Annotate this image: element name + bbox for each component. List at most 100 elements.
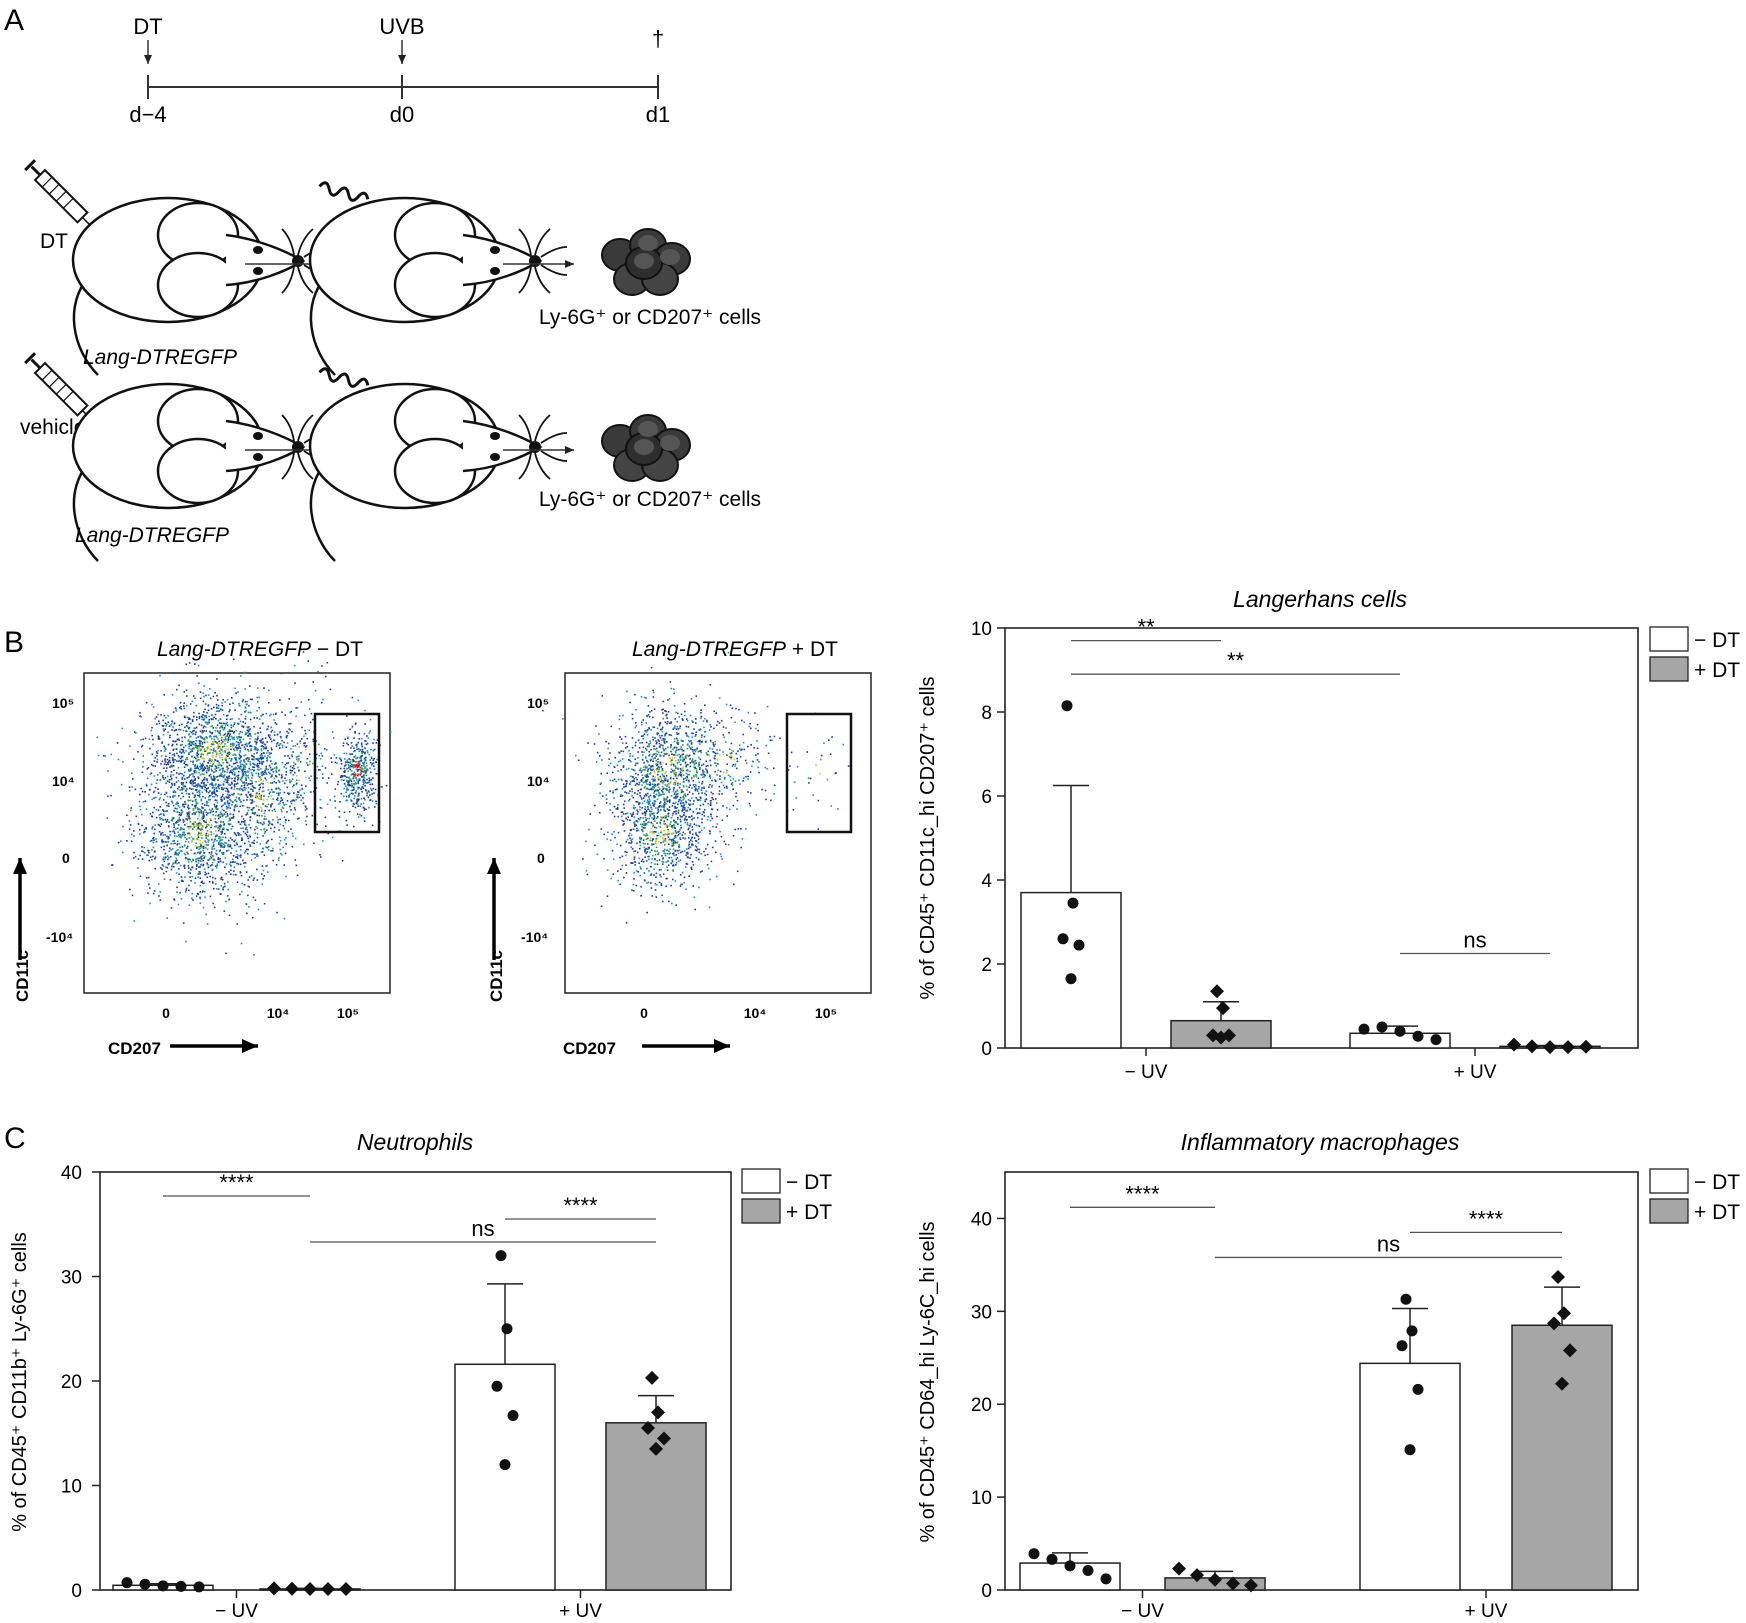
flow-dot [205,873,208,875]
flow-dot [210,857,213,859]
flow-dot [711,817,714,820]
flow-dot [226,850,228,852]
flow-dot [256,762,259,765]
flow-dot [336,762,338,764]
flow-dot [236,856,238,858]
flow-dot [360,771,362,774]
y-tick: 10⁵ [52,695,74,711]
flow-dot [670,816,673,819]
flow-dot [653,783,656,786]
flow-dot [319,798,322,801]
flow-dot [217,744,219,746]
flow-dot [170,907,173,909]
flow-dot [223,774,226,776]
flow-dot [229,708,231,711]
flow-dot [162,725,165,727]
flow-dot [672,840,675,843]
flow-dot [216,736,218,739]
flow-dot [175,740,177,742]
flow-dot [663,815,666,817]
flow-dot [305,823,308,826]
flow-dot [628,842,630,844]
flow-dot [227,739,230,741]
flow-dot [609,839,612,841]
flow-dot [205,913,207,916]
flow-dot [264,815,266,818]
flow-dot [225,811,227,813]
flow-dot [192,740,195,743]
flow-dot [244,862,247,864]
flow-dot [640,860,643,862]
flow-dot [376,739,379,741]
flow-dot [693,752,695,755]
flow-dot [656,753,659,756]
flow-dot [599,783,602,785]
flow-dot [208,858,211,861]
flow-dot [674,810,677,813]
flow-dot [682,791,684,793]
flow-dot [176,840,179,843]
flow-dot [339,757,342,760]
flow-dot [193,826,195,828]
flow-dot [220,742,223,744]
flow-dot [695,785,697,787]
flow-dot [644,850,646,853]
flow-dot [172,817,175,819]
flow-dot [640,735,643,737]
flow-dot [193,756,196,758]
flow-dot [687,847,690,850]
flow-dot [241,788,243,790]
flow-dot [187,739,190,741]
flow-dot [221,830,223,833]
flow-dot [199,784,201,787]
flow-dot [152,811,154,814]
flow-dot [165,764,168,766]
flow-dot [201,779,204,782]
flow-dot [199,697,202,700]
flow-dot [183,691,185,693]
flow-dot [385,784,388,787]
flow-dot [234,754,237,756]
flow-dot [646,766,648,768]
timeline-day-0: d0 [390,102,414,127]
flow-dot [672,869,674,871]
flow-dot [231,746,234,749]
flow-dot [677,823,679,825]
flow-dot [206,779,209,781]
flow-dot [209,795,211,797]
flow-dot [656,812,659,814]
flow-dot [353,803,355,805]
flow-dot [162,840,164,843]
flow-dot [244,850,247,852]
flow-dot [195,744,198,747]
flow-dot [240,755,242,758]
flow-dot [325,675,327,678]
flow-dot [216,805,218,807]
flow-dot [680,791,683,794]
flow-dot [218,769,221,771]
flow-dot [173,729,176,732]
flow-dot [194,769,197,772]
flow-dot [351,725,354,728]
flow-dot [245,787,247,789]
flow-dot [660,789,663,792]
flow-dot [180,898,183,900]
flow-dot [220,739,223,741]
flow-dot [264,769,266,772]
flow-dot [216,795,219,797]
flow-dot [211,731,214,734]
flow-dot [188,858,190,860]
flow-dot [192,800,194,803]
flow-dot [193,823,195,825]
flow-dot [687,779,690,782]
flow-dot [219,837,221,840]
flow-dot [644,765,647,767]
flow-dot [277,794,280,797]
flow-dot [257,908,260,911]
flow-dot [191,858,194,861]
flow-dot [177,854,179,856]
flow-dot [194,697,196,700]
flow-dot [266,798,269,801]
flow-dot [275,766,278,769]
flow-dot [259,740,261,742]
